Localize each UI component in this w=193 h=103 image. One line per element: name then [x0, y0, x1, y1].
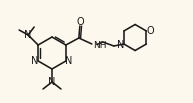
Text: N: N	[65, 56, 73, 66]
Text: N: N	[25, 30, 32, 40]
Text: N: N	[117, 40, 124, 50]
Text: N: N	[31, 56, 39, 66]
Text: O: O	[76, 17, 84, 27]
Text: O: O	[146, 26, 154, 36]
Text: N: N	[48, 77, 56, 87]
Text: NH: NH	[93, 40, 106, 50]
